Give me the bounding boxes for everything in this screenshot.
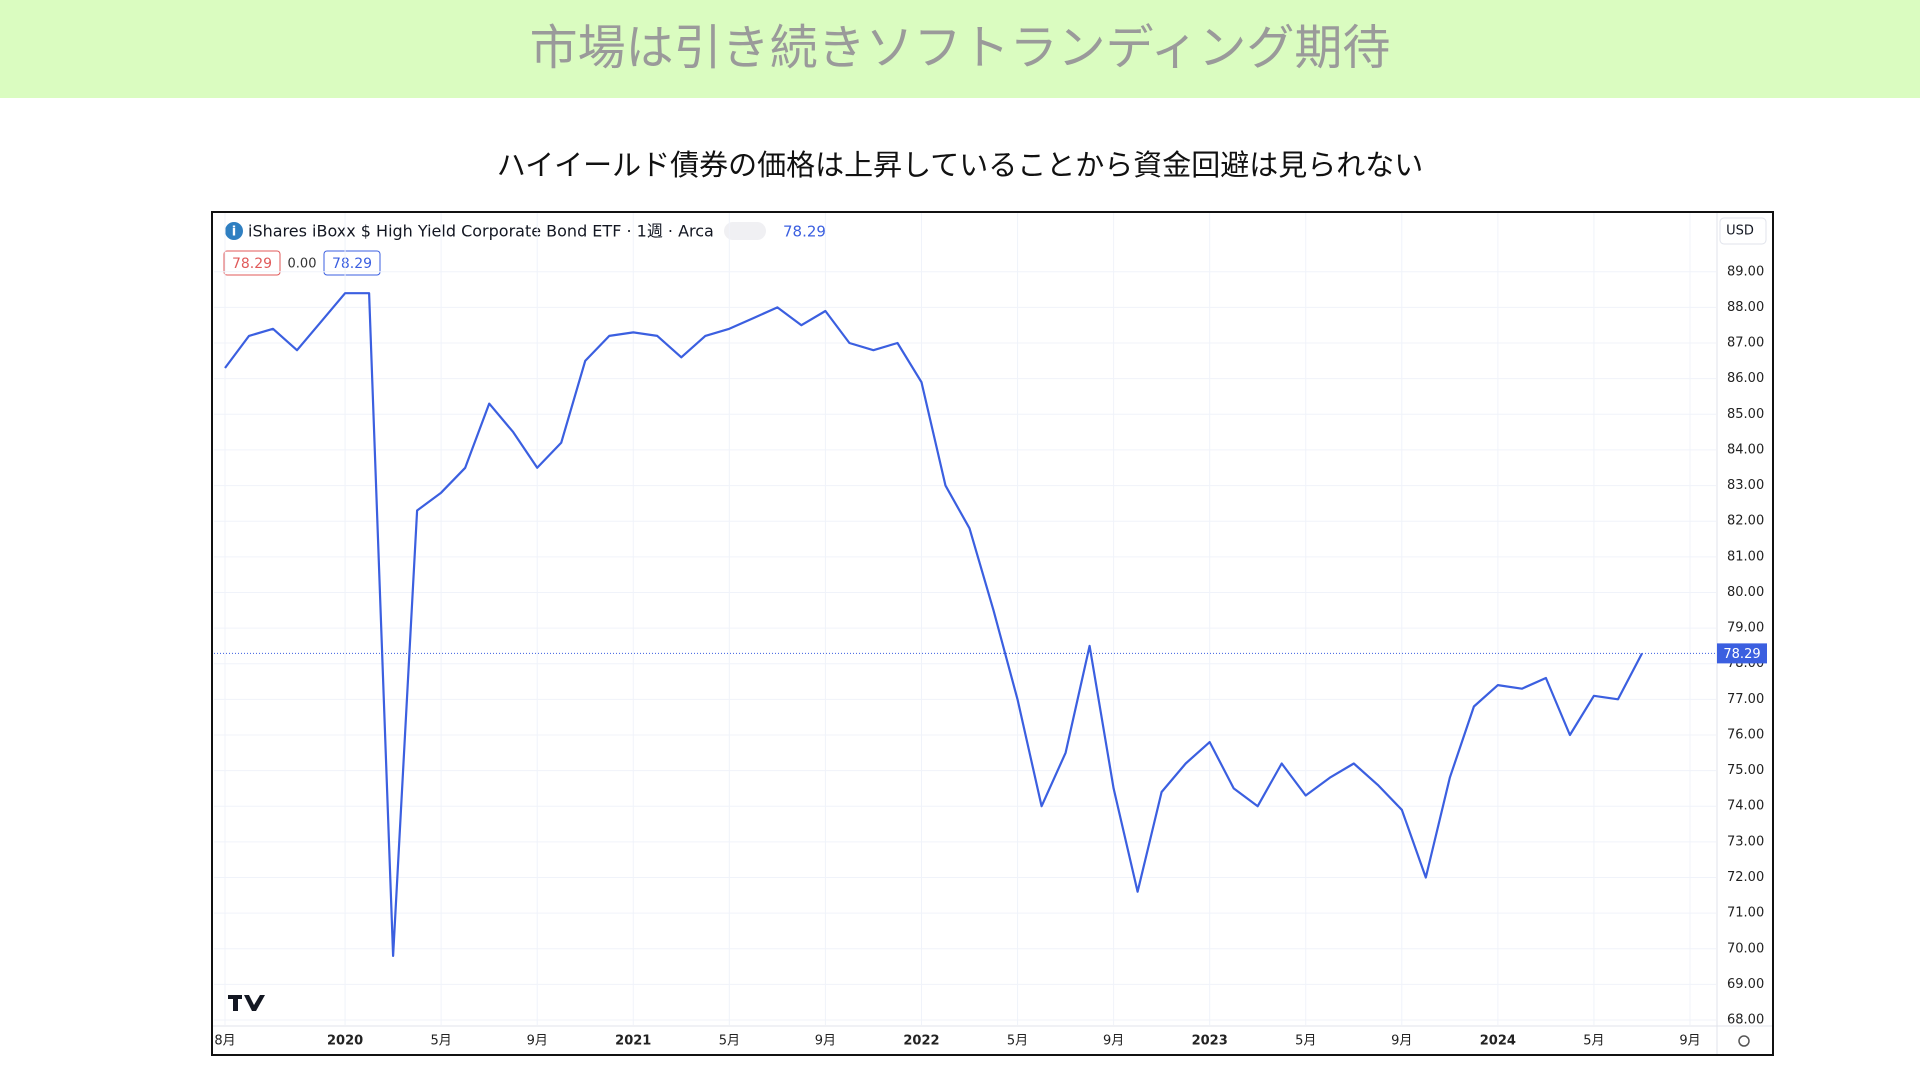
y-tick-label: 79.00 [1727, 621, 1764, 636]
y-tick-label: 77.00 [1727, 692, 1764, 707]
ohlc-label: 78.29 [232, 256, 272, 272]
y-tick-label: 88.00 [1727, 300, 1764, 315]
y-tick-label: 76.00 [1727, 727, 1764, 742]
chart-frame [211, 211, 1774, 1056]
header-band [0, 0, 1920, 98]
y-tick-label: 82.00 [1727, 514, 1764, 529]
x-tick-label: 2023 [1192, 1034, 1228, 1049]
y-tick-label: 69.00 [1727, 977, 1764, 992]
legend-toggle[interactable] [724, 222, 766, 240]
x-tick-label: 2020 [327, 1034, 363, 1049]
y-tick-label: 84.00 [1727, 442, 1764, 457]
y-tick-label: 80.00 [1727, 585, 1764, 600]
x-tick-label: 9月 [1103, 1034, 1124, 1049]
x-tick-label: 2024 [1480, 1034, 1516, 1049]
x-tick-label: 5月 [1007, 1034, 1028, 1049]
x-tick-label: 2022 [903, 1034, 939, 1049]
x-tick-label: 9月 [1679, 1034, 1700, 1049]
x-tick-label: 5月 [719, 1034, 740, 1049]
y-tick-label: 85.00 [1727, 407, 1764, 422]
plot: 68.00 69.00 70.00 71.00 72.00 73.00 74.00 75.00… [214, 213, 1767, 1049]
x-tick-label: 9月 [527, 1034, 548, 1049]
last-price-label: 78.29 [1723, 647, 1760, 662]
currency-label: USD [1726, 224, 1754, 239]
y-tick-label: 86.00 [1727, 371, 1764, 386]
x-tick-label: 2021 [615, 1034, 651, 1049]
ohlc-label: 0.00 [288, 257, 317, 272]
x-tick-label: 9月 [815, 1034, 836, 1049]
symbol-icon [225, 222, 243, 240]
y-tick-label: 83.00 [1727, 478, 1764, 493]
settings-icon[interactable] [1738, 1035, 1750, 1047]
ohlc-label: 78.29 [332, 256, 372, 272]
y-tick-label: 73.00 [1727, 834, 1764, 849]
x-tick-label: 8月 [214, 1034, 235, 1049]
y-tick-label: 74.00 [1727, 799, 1764, 814]
x-tick-label: 9月 [1391, 1034, 1412, 1049]
slide-subtitle: ハイイールド債券の価格は上昇していることから資金回避は見られない [497, 148, 1424, 182]
currency-button[interactable] [1719, 217, 1767, 245]
y-tick-label: 75.00 [1727, 763, 1764, 778]
y-tick-label: 81.00 [1727, 549, 1764, 564]
symbol-icon-glyph: i [232, 225, 236, 240]
legend-entry: iShares iBoxx $ High Yield Corporate Bon… [248, 222, 714, 241]
legend-value: 78.29 [783, 223, 826, 241]
x-tick-label: 5月 [1295, 1034, 1316, 1049]
y-tick-label: 89.00 [1727, 264, 1764, 279]
last-price-tag [1717, 643, 1767, 664]
price-line [224, 292, 1643, 957]
ohlc-box [323, 250, 381, 276]
ohlc-box [223, 250, 281, 276]
y-tick-label: 68.00 [1727, 1013, 1764, 1028]
y-tick-label: 72.00 [1727, 870, 1764, 885]
y-tick-label: 70.00 [1727, 941, 1764, 956]
slide-title: 市場は引き続きソフトランディング期待 [530, 20, 1391, 76]
tv-logo [228, 995, 265, 1011]
x-tick-label: 5月 [431, 1034, 452, 1049]
x-tick-label: 5月 [1583, 1034, 1604, 1049]
y-tick-label: 87.00 [1727, 336, 1764, 351]
y-tick-label: 71.00 [1727, 906, 1764, 921]
